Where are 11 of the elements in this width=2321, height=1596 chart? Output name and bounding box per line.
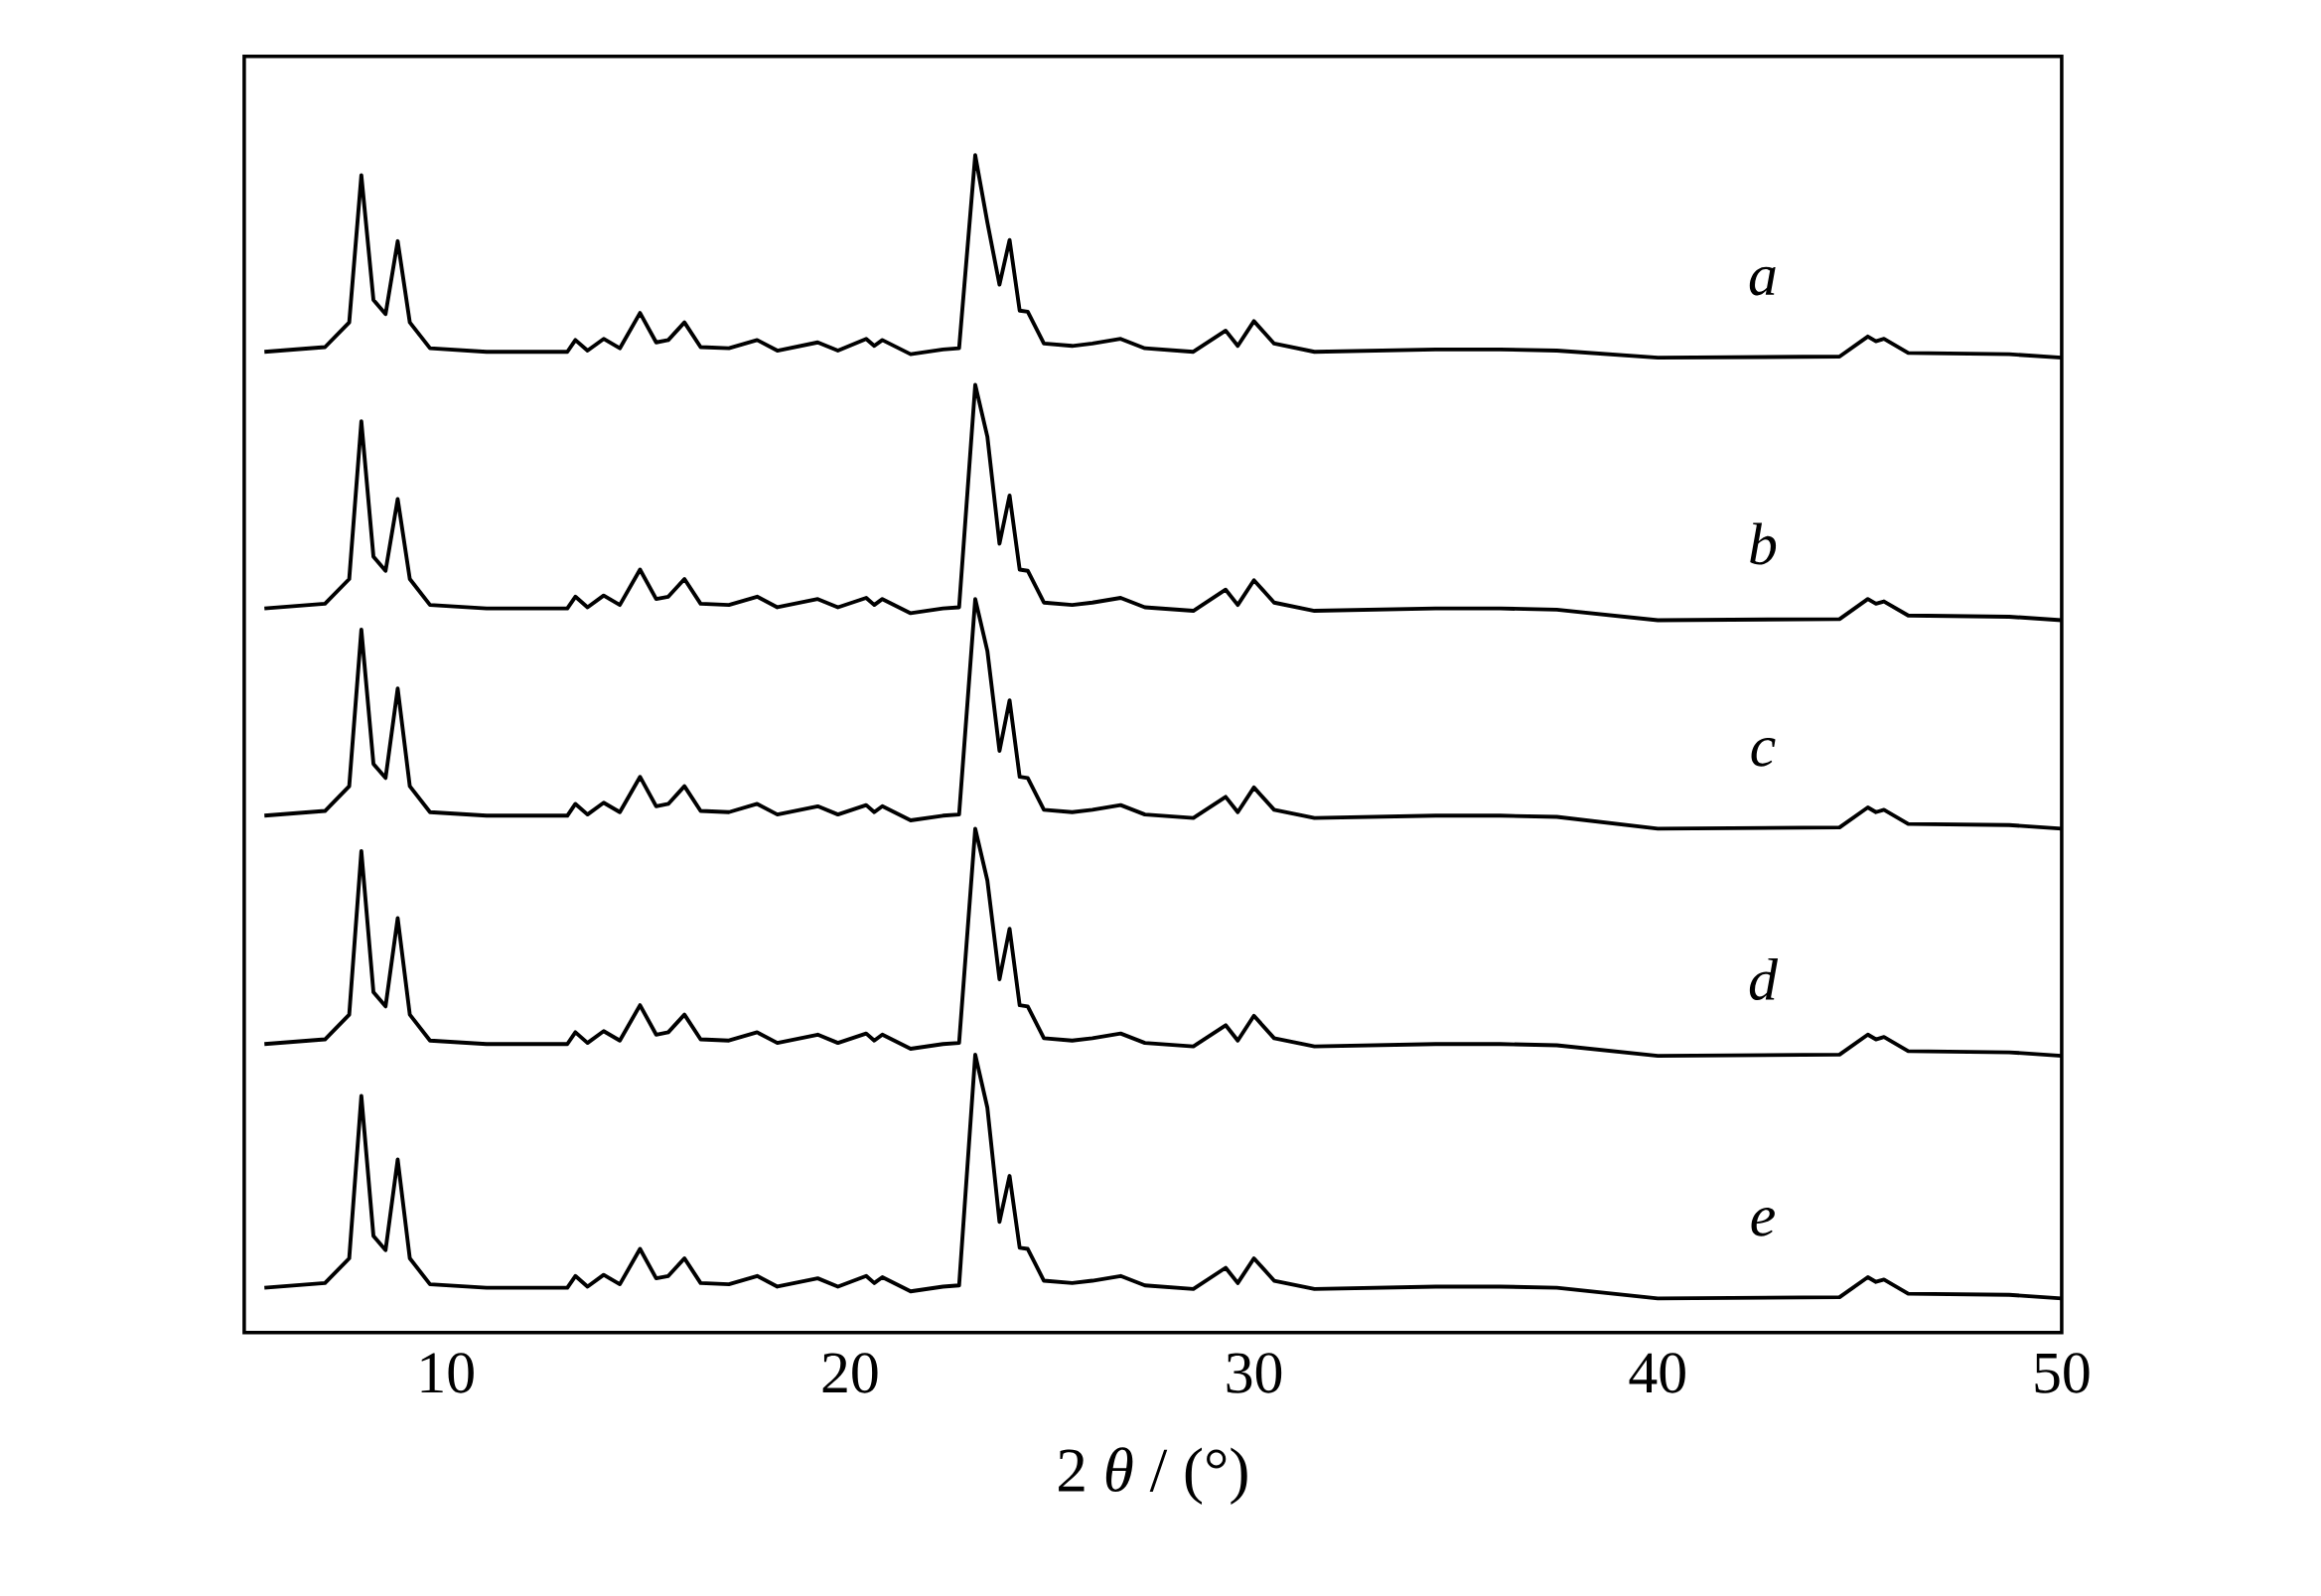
x-tick-label: 10 — [421, 1353, 474, 1393]
x-tick-label: 40 — [1629, 1353, 1685, 1393]
series-label: b — [1750, 522, 1777, 565]
series-label: c — [1751, 737, 1776, 767]
x-tick-label: 20 — [822, 1353, 878, 1393]
x-axis-title: 2 θ / (°) — [1059, 1447, 1247, 1505]
x-tick-label: 30 — [1227, 1353, 1282, 1393]
series-label: a — [1749, 266, 1776, 296]
series-label: d — [1749, 958, 1779, 1001]
x-tick-label: 50 — [2035, 1353, 2090, 1393]
series-label: e — [1751, 1207, 1775, 1236]
